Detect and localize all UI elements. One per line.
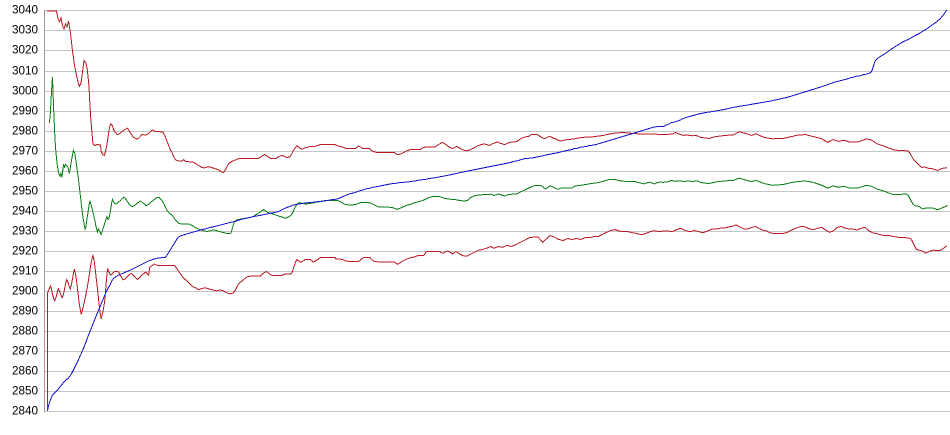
svg-text:2980: 2980: [12, 124, 39, 137]
svg-text:3010: 3010: [12, 64, 39, 77]
svg-text:2890: 2890: [12, 304, 39, 317]
svg-text:2920: 2920: [12, 244, 39, 257]
svg-text:3020: 3020: [12, 43, 39, 56]
svg-text:2930: 2930: [12, 224, 39, 237]
svg-text:2960: 2960: [12, 164, 39, 177]
svg-text:3040: 3040: [12, 3, 39, 16]
svg-text:2970: 2970: [12, 144, 39, 157]
svg-text:2880: 2880: [12, 324, 39, 337]
svg-text:2840: 2840: [12, 404, 39, 417]
svg-text:2860: 2860: [12, 364, 39, 377]
svg-text:2900: 2900: [12, 284, 39, 297]
svg-text:2950: 2950: [12, 184, 39, 197]
svg-text:2940: 2940: [12, 204, 39, 217]
svg-text:2990: 2990: [12, 104, 39, 117]
svg-text:2870: 2870: [12, 344, 39, 357]
svg-text:3000: 3000: [12, 84, 39, 97]
svg-text:2910: 2910: [12, 264, 39, 277]
svg-text:2850: 2850: [12, 384, 39, 397]
svg-text:3030: 3030: [12, 23, 39, 36]
